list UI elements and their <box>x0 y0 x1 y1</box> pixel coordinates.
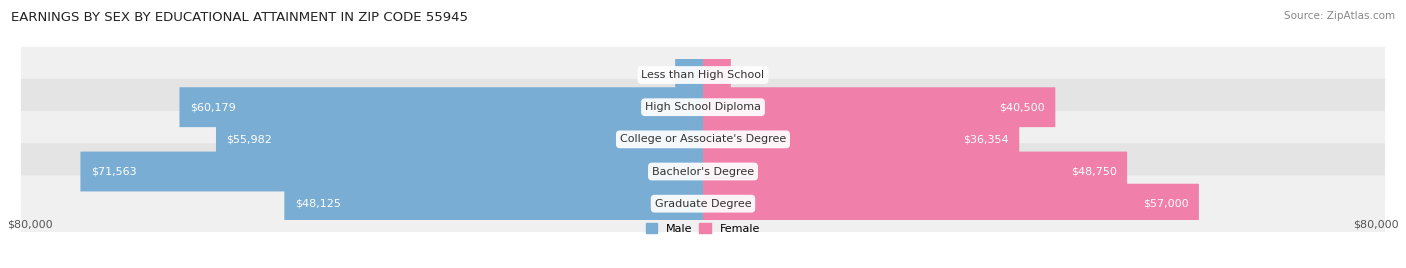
Text: EARNINGS BY SEX BY EDUCATIONAL ATTAINMENT IN ZIP CODE 55945: EARNINGS BY SEX BY EDUCATIONAL ATTAINMEN… <box>11 11 468 24</box>
FancyBboxPatch shape <box>703 87 1056 127</box>
FancyBboxPatch shape <box>21 79 1385 136</box>
FancyBboxPatch shape <box>703 55 731 95</box>
FancyBboxPatch shape <box>21 175 1385 232</box>
FancyBboxPatch shape <box>217 120 703 159</box>
Text: Less than High School: Less than High School <box>641 70 765 80</box>
Text: $48,750: $48,750 <box>1071 166 1116 177</box>
FancyBboxPatch shape <box>80 152 703 191</box>
Text: $48,125: $48,125 <box>295 199 340 209</box>
Text: High School Diploma: High School Diploma <box>645 102 761 112</box>
Text: Source: ZipAtlas.com: Source: ZipAtlas.com <box>1284 11 1395 21</box>
Text: $0: $0 <box>737 70 751 80</box>
Text: $60,179: $60,179 <box>190 102 236 112</box>
FancyBboxPatch shape <box>21 47 1385 103</box>
FancyBboxPatch shape <box>703 184 1199 224</box>
FancyBboxPatch shape <box>703 152 1128 191</box>
FancyBboxPatch shape <box>703 120 1019 159</box>
FancyBboxPatch shape <box>21 111 1385 168</box>
Legend: Male, Female: Male, Female <box>647 223 759 233</box>
Text: $0: $0 <box>655 70 669 80</box>
Text: College or Associate's Degree: College or Associate's Degree <box>620 134 786 144</box>
Text: $57,000: $57,000 <box>1143 199 1188 209</box>
Text: $36,354: $36,354 <box>963 134 1010 144</box>
Text: $71,563: $71,563 <box>91 166 136 177</box>
Text: $55,982: $55,982 <box>226 134 273 144</box>
FancyBboxPatch shape <box>284 184 703 224</box>
Text: Graduate Degree: Graduate Degree <box>655 199 751 209</box>
Text: $40,500: $40,500 <box>1000 102 1045 112</box>
FancyBboxPatch shape <box>180 87 703 127</box>
Text: $80,000: $80,000 <box>7 220 52 230</box>
FancyBboxPatch shape <box>675 55 703 95</box>
Text: Bachelor's Degree: Bachelor's Degree <box>652 166 754 177</box>
Text: $80,000: $80,000 <box>1354 220 1399 230</box>
FancyBboxPatch shape <box>21 143 1385 200</box>
